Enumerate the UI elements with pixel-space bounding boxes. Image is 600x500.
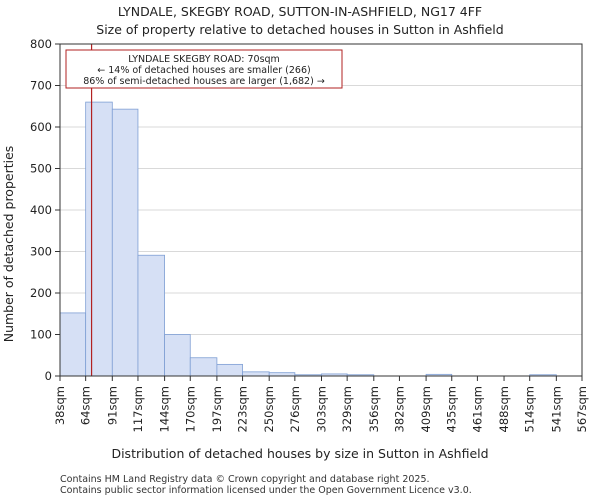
histogram-bar [242, 371, 270, 377]
x-tick-label: 409sqm [419, 386, 433, 432]
x-tick-label: 91sqm [105, 386, 119, 425]
histogram-bar [216, 363, 243, 377]
footer-line1: Contains HM Land Registry data © Crown c… [60, 474, 430, 485]
y-tick-label: 400 [30, 203, 52, 217]
histogram-bar [164, 334, 191, 377]
x-tick-label: 117sqm [131, 386, 145, 432]
x-tick-label: 541sqm [549, 386, 563, 432]
chart-title-line2: Size of property relative to detached ho… [96, 22, 503, 37]
x-tick-label: 38sqm [53, 386, 67, 425]
histogram-bar [137, 254, 165, 377]
x-tick-label: 223sqm [236, 386, 250, 432]
x-tick-label: 250sqm [262, 386, 276, 432]
histogram-bar [85, 101, 113, 377]
histogram-bar [189, 357, 218, 377]
x-tick-label: 488sqm [497, 386, 511, 432]
x-tick-label: 567sqm [575, 386, 589, 432]
chart-title-line1: LYNDALE, SKEGBY ROAD, SUTTON-IN-ASHFIELD… [118, 4, 482, 19]
x-tick-label: 382sqm [392, 386, 406, 432]
x-tick-label: 329sqm [340, 386, 354, 432]
y-tick-label: 700 [30, 79, 52, 93]
y-tick-label: 300 [30, 245, 52, 259]
annotation-frame [65, 49, 343, 89]
histogram-bar [59, 312, 87, 377]
annotation-line2: ← 14% of detached houses are smaller (26… [97, 65, 310, 76]
x-tick-label: 64sqm [79, 386, 93, 425]
x-tick-label: 170sqm [183, 386, 197, 432]
x-tick-label: 461sqm [470, 386, 484, 432]
histogram-bar [111, 108, 139, 377]
y-tick-label: 200 [30, 286, 52, 300]
y-axis-ticks: 0 100 200 300 400 500 600 700 800 [30, 37, 60, 383]
x-tick-label: 144sqm [158, 386, 172, 432]
footer-line2: Contains public sector information licen… [60, 485, 472, 496]
y-tick-label: 800 [30, 37, 52, 51]
x-tick-label: 514sqm [523, 386, 537, 432]
y-tick-label: 500 [30, 162, 52, 176]
x-tick-label: 435sqm [445, 386, 459, 432]
annotation-box: LYNDALE SKEGBY ROAD: 70sqm ← 14% of deta… [65, 49, 343, 89]
x-axis-label: Distribution of detached houses by size … [111, 446, 488, 461]
y-axis-label: Number of detached properties [1, 146, 16, 343]
bars [59, 101, 557, 377]
annotation-line1: LYNDALE SKEGBY ROAD: 70sqm [128, 54, 280, 65]
y-tick-label: 600 [30, 120, 52, 134]
annotation-line3: 86% of semi-detached houses are larger (… [83, 76, 325, 87]
x-tick-label: 197sqm [210, 386, 224, 432]
x-axis-ticks: 38sqm 64sqm 91sqm 117sqm 144sqm 170sqm 197sqm 2… [53, 376, 589, 432]
y-tick-label: 0 [45, 369, 52, 383]
x-tick-label: 356sqm [367, 386, 381, 432]
x-tick-label: 303sqm [314, 386, 328, 432]
x-tick-label: 276sqm [288, 386, 302, 432]
y-tick-label: 100 [30, 328, 52, 342]
